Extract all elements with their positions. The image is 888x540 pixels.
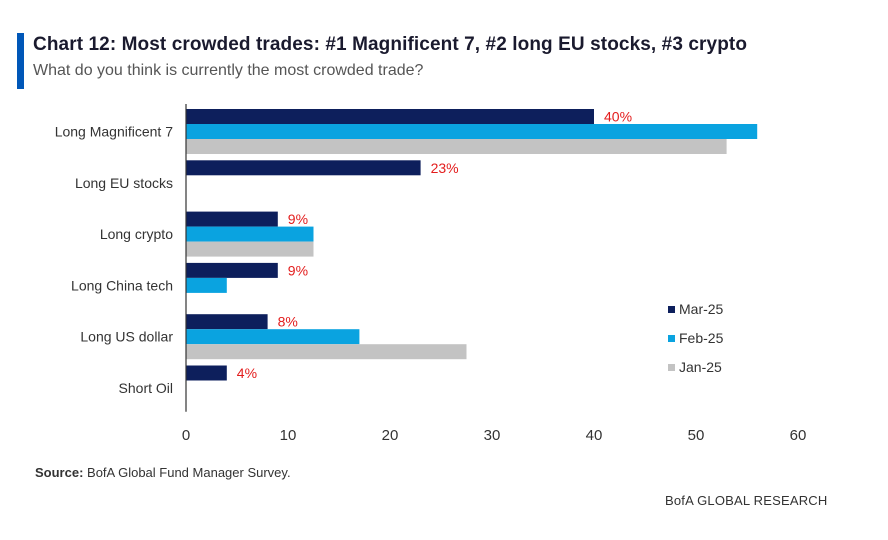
source-text: BofA Global Fund Manager Survey. — [83, 465, 291, 480]
bar-mar-25 — [186, 160, 421, 176]
x-tick-label: 0 — [182, 427, 190, 444]
category-label: Long US dollar — [80, 329, 173, 345]
chart-title: Chart 12: Most crowded trades: #1 Magnif… — [33, 34, 748, 55]
data-label: 8% — [278, 314, 298, 330]
category-label: Long China tech — [71, 277, 173, 293]
legend-label: Jan-25 — [679, 359, 722, 375]
legend-label: Mar-25 — [679, 301, 724, 317]
legend-label: Feb-25 — [679, 330, 724, 346]
bar-feb-25 — [186, 277, 227, 293]
category-label: Short Oil — [119, 380, 173, 396]
category-label: Long EU stocks — [75, 175, 173, 191]
legend-swatch — [668, 335, 675, 342]
x-tick-label: 60 — [790, 427, 807, 444]
bar-mar-25 — [186, 365, 227, 381]
legend-swatch — [668, 364, 675, 371]
bar-mar-25 — [186, 109, 594, 124]
bar-feb-25 — [186, 329, 360, 345]
title-accent-bar — [17, 33, 24, 89]
legend-swatch — [668, 306, 675, 313]
x-tick-label: 50 — [688, 427, 705, 444]
source-label: Source: — [35, 465, 84, 480]
bar-jan-25 — [186, 344, 467, 360]
x-tick-label: 40 — [586, 427, 603, 444]
bar-mar-25 — [186, 211, 278, 227]
bar-mar-25 — [186, 314, 268, 330]
data-label: 9% — [288, 211, 308, 227]
bar-feb-25 — [186, 226, 314, 242]
category-label: Long Magnificent 7 — [55, 124, 174, 140]
brand-label: BofA GLOBAL RESEARCH — [665, 493, 828, 508]
bar-mar-25 — [186, 262, 278, 278]
data-label: 9% — [288, 262, 308, 278]
source-note: Source: BofA Global Fund Manager Survey. — [35, 465, 291, 480]
chart-subtitle: What do you think is currently the most … — [33, 62, 424, 79]
data-label: 40% — [604, 109, 632, 125]
x-tick-label: 10 — [280, 427, 297, 444]
bar-jan-25 — [186, 139, 727, 154]
category-label: Long crypto — [100, 226, 173, 242]
data-label: 4% — [237, 365, 257, 381]
x-tick-label: 20 — [382, 427, 399, 444]
data-label: 23% — [431, 160, 459, 176]
x-tick-label: 30 — [484, 427, 501, 444]
bar-feb-25 — [186, 124, 758, 139]
bar-jan-25 — [186, 241, 314, 257]
